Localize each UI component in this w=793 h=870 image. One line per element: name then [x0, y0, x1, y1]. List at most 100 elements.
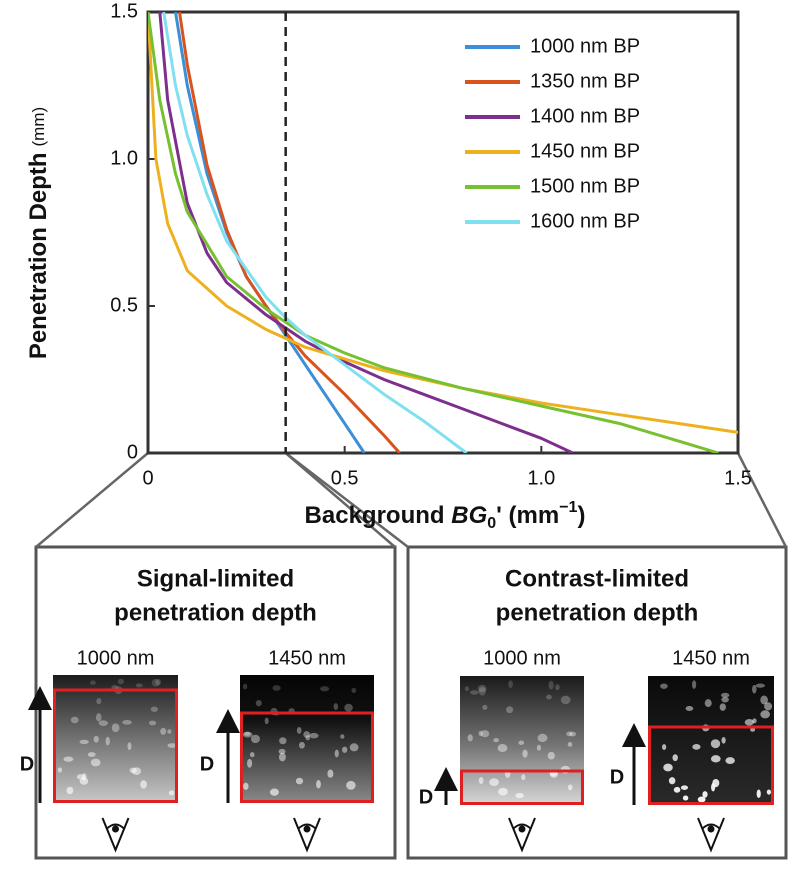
image-spot	[255, 699, 262, 707]
image-spot	[548, 680, 554, 690]
image-spot	[334, 749, 339, 758]
x-tick-label: 1.5	[724, 467, 752, 489]
image-spot	[464, 686, 469, 692]
image-spot	[744, 719, 754, 726]
image-label: 1000 nm	[77, 647, 155, 669]
eye-icon	[101, 817, 130, 853]
image-spot	[131, 767, 142, 776]
eye-pupil	[303, 825, 311, 833]
image-spot	[135, 683, 143, 688]
image-spot	[662, 744, 667, 750]
plot-area	[146, 10, 740, 455]
image-spot	[760, 695, 768, 705]
image-spot	[756, 789, 761, 799]
image-spot	[704, 699, 712, 708]
image-spot	[478, 776, 484, 785]
image-spot	[489, 778, 499, 787]
image-spot	[305, 735, 311, 741]
series-line	[148, 12, 738, 434]
image-spot	[569, 731, 577, 737]
x-axis-label-part: )	[577, 502, 585, 529]
image-spot	[537, 733, 548, 743]
image-spot	[755, 683, 765, 688]
eye-pupil	[112, 825, 119, 833]
image-spot	[320, 686, 330, 692]
connector-line	[35, 452, 149, 548]
depth-box	[240, 711, 374, 803]
image-spot	[333, 703, 339, 710]
image-spot	[309, 732, 319, 739]
legend-label: 1600 nm BP	[530, 210, 640, 232]
image-spot	[167, 729, 172, 734]
y-axis-unit: (mm)	[29, 107, 48, 147]
image-spot	[243, 731, 251, 736]
panel-title: Contrast-limited	[505, 565, 689, 592]
image-spot	[278, 748, 286, 755]
image-spot	[752, 684, 757, 694]
image-spot	[296, 726, 302, 734]
image-spot	[685, 705, 694, 712]
depth-box	[648, 725, 774, 805]
image-spot	[250, 734, 260, 744]
image-spot	[342, 746, 348, 753]
image-spot	[721, 696, 729, 703]
image-spot	[278, 752, 286, 762]
panel-title: Signal-limited	[137, 565, 294, 592]
image-spot	[482, 704, 488, 710]
image-spot	[298, 741, 305, 749]
x-axis-label-part: 0	[487, 515, 496, 532]
image-spot	[167, 743, 178, 748]
image-spot	[680, 785, 689, 790]
eye-icon	[293, 817, 321, 853]
image-spot	[477, 684, 487, 693]
image-spot	[351, 687, 357, 693]
image-spot	[692, 744, 701, 750]
image-spot	[692, 680, 697, 689]
image-spot	[710, 755, 721, 763]
image-spot	[127, 742, 132, 751]
image-spot	[764, 702, 773, 711]
image-spot	[506, 706, 514, 714]
image-spot	[493, 737, 500, 743]
image-spot	[672, 754, 678, 762]
image-spot	[122, 719, 132, 725]
eye-icon	[508, 817, 536, 853]
image-spot	[160, 727, 167, 735]
image-spot	[518, 740, 525, 745]
image-spot	[111, 723, 120, 733]
image-spot	[98, 720, 109, 727]
image-spot	[720, 692, 730, 698]
image-spot	[682, 795, 689, 801]
image-spot	[93, 735, 99, 743]
y-tick-label: 1.0	[110, 147, 138, 169]
image-spot	[349, 743, 359, 752]
image-spot	[766, 789, 772, 795]
image-spot	[151, 678, 160, 687]
image-label: 1450 nm	[672, 647, 750, 669]
depth-label: D	[419, 786, 433, 808]
image-spot	[279, 737, 287, 745]
legend-label: 1000 nm BP	[530, 35, 640, 57]
eye-pupil	[707, 825, 715, 833]
series-line	[162, 12, 468, 453]
image-spot	[168, 790, 175, 796]
image-spot	[725, 757, 735, 765]
series-line	[148, 12, 719, 453]
image-label: 1450 nm	[268, 647, 346, 669]
image-spot	[673, 786, 681, 793]
image-spot	[87, 752, 96, 757]
image-spot	[702, 791, 708, 798]
image-spot	[117, 678, 125, 685]
image-spot	[560, 695, 571, 705]
legend-label: 1350 nm BP	[530, 70, 640, 92]
image-spot	[57, 767, 63, 773]
panel-title: penetration depth	[114, 599, 317, 626]
image	[460, 676, 584, 805]
connector-line	[284, 452, 396, 548]
eye-pupil	[518, 825, 526, 833]
image-spot	[469, 690, 479, 695]
x-axis-label-part: Background	[305, 502, 452, 529]
image-spot	[303, 731, 311, 738]
image	[648, 676, 774, 805]
image-spot	[567, 742, 573, 747]
